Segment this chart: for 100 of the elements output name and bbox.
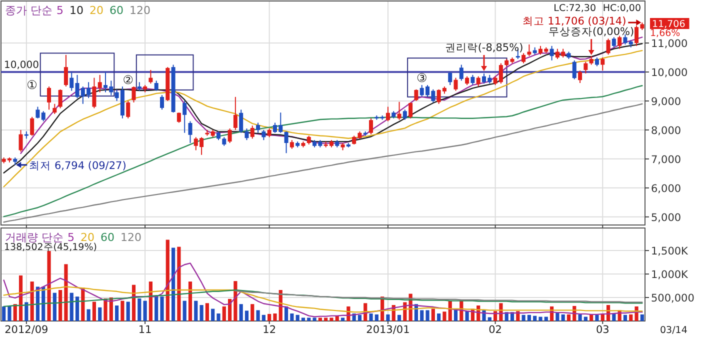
bar (566, 314, 571, 321)
annotation: 최고 11,706 (03/14) (522, 16, 626, 28)
bar (629, 314, 633, 321)
bar (544, 316, 548, 321)
x-tick-label: 12 (262, 324, 276, 336)
x-tick-label: 2012/09 (4, 324, 48, 336)
bar (64, 264, 68, 321)
bar (640, 314, 644, 321)
bar (148, 282, 152, 321)
bar (273, 313, 277, 321)
bar (98, 307, 102, 321)
bar (538, 316, 542, 321)
bar (324, 318, 328, 321)
annotation: 권리락(-8,85%) (444, 42, 524, 54)
bar (522, 314, 526, 321)
bar (75, 296, 80, 321)
bar (386, 314, 390, 321)
ref-line-label: 10,000 (4, 60, 39, 71)
bar (442, 312, 446, 321)
bar (172, 248, 176, 321)
bar (420, 310, 424, 321)
y-tick-label: 10,000 (651, 66, 688, 79)
y-tick-label: 5,000 (651, 212, 682, 224)
bar (426, 310, 430, 321)
bar (143, 300, 147, 321)
bar (612, 313, 616, 321)
bar (228, 298, 232, 321)
bar (182, 300, 186, 321)
bar (301, 318, 306, 321)
line-series (3, 289, 643, 308)
bar (52, 292, 56, 321)
bar (222, 306, 226, 321)
bar (2, 306, 6, 321)
annotation: 무상증자(0,00%) (548, 26, 634, 38)
bar (244, 310, 249, 321)
y-tick-label: 9,000 (651, 96, 682, 108)
bar (58, 290, 62, 321)
annotation: LC:72,30 (554, 3, 596, 14)
bar (437, 313, 441, 321)
bar (374, 314, 378, 321)
legend: 거래량 단순 5 20 60 120 (5, 231, 142, 244)
bar (30, 282, 34, 321)
bar (115, 306, 119, 321)
bar (211, 308, 215, 321)
text: 03/14 (660, 325, 688, 336)
bar (561, 314, 565, 321)
bar (120, 300, 124, 321)
y-tick-label: 1,000K (651, 269, 690, 282)
y-tick-label: 6,000 (651, 182, 682, 195)
bar (262, 314, 266, 321)
bar (268, 314, 272, 321)
bar (578, 314, 582, 321)
bar (126, 302, 130, 321)
bar (216, 313, 220, 321)
text: 1,66% (650, 28, 680, 39)
bar (330, 318, 334, 321)
bar (584, 316, 588, 321)
line-series (3, 262, 643, 318)
bar (595, 314, 599, 321)
y-tick-label: 500,000 (651, 292, 694, 305)
bar (104, 298, 108, 321)
annotation: ③ (416, 70, 428, 85)
x-tick-label: 02 (488, 324, 502, 336)
bar (465, 311, 469, 321)
annotation: ① (26, 78, 38, 92)
y-tick-label: 8,000 (651, 124, 682, 137)
bar (194, 300, 198, 321)
annotation: ② (122, 73, 134, 88)
line-series (3, 103, 643, 223)
bar (92, 302, 96, 321)
bar (200, 305, 204, 321)
x-tick-label: 11 (138, 324, 152, 336)
bar (13, 304, 17, 321)
legend: 종가 단순 5 10 20 60 120 (5, 4, 150, 17)
bar (307, 318, 311, 321)
bar (256, 310, 260, 321)
line-series (234, 290, 643, 303)
bar (177, 246, 181, 321)
bar (318, 318, 322, 321)
bar (533, 316, 537, 321)
bar (488, 317, 492, 321)
y-tick-label: 11,000 (651, 38, 688, 50)
bar (623, 314, 628, 321)
bar (290, 313, 294, 321)
bar (239, 304, 243, 321)
bar (154, 296, 158, 321)
bar (47, 251, 51, 321)
y-tick-label: 7,000 (651, 154, 682, 166)
line-series (3, 286, 643, 313)
bar (205, 303, 209, 321)
bar (340, 318, 345, 321)
bar (369, 313, 373, 321)
annotation: HC:0,00 (602, 3, 641, 14)
bar (358, 314, 362, 321)
x-tick-label: 2013/01 (366, 324, 410, 336)
annotation: 138,502주(45,19%) (4, 242, 97, 253)
bar (397, 314, 402, 321)
bar (138, 298, 142, 321)
bar (250, 304, 254, 321)
bar (431, 308, 435, 321)
